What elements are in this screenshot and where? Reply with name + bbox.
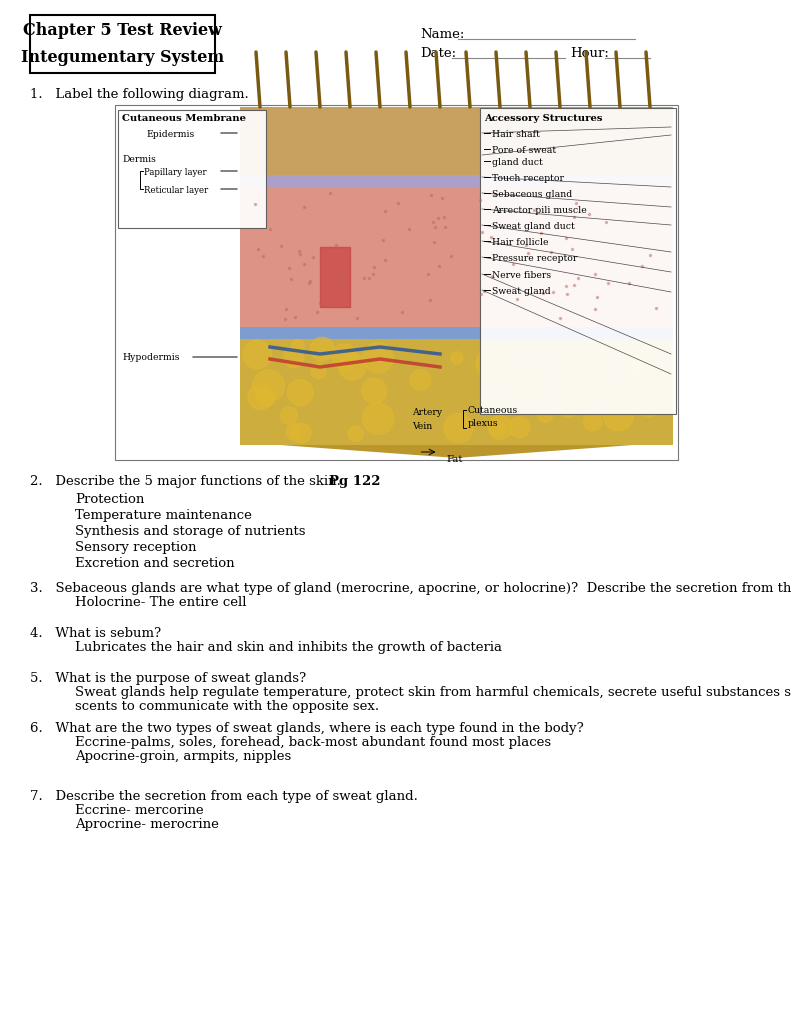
Text: gland duct: gland duct (492, 158, 543, 167)
Circle shape (339, 353, 365, 380)
Circle shape (630, 359, 644, 375)
Text: Hour:: Hour: (570, 47, 609, 60)
Text: Synthesis and storage of nutrients: Synthesis and storage of nutrients (75, 525, 305, 538)
Circle shape (243, 340, 271, 369)
Circle shape (252, 370, 285, 401)
Circle shape (361, 378, 387, 403)
Text: Aprocrine- merocrine: Aprocrine- merocrine (75, 818, 219, 831)
Circle shape (291, 423, 311, 443)
Polygon shape (280, 445, 633, 458)
Circle shape (280, 408, 297, 424)
Text: Cutaneous Membrane: Cutaneous Membrane (122, 114, 246, 123)
Text: Sensory reception: Sensory reception (75, 541, 196, 554)
Text: Chapter 5 Test Review
Integumentary System: Chapter 5 Test Review Integumentary Syst… (21, 23, 224, 66)
Polygon shape (240, 327, 673, 339)
Text: Lubricates the hair and skin and inhibits the growth of bacteria: Lubricates the hair and skin and inhibit… (75, 641, 502, 654)
Text: Reticular layer: Reticular layer (144, 186, 208, 195)
Circle shape (585, 351, 601, 367)
Text: 2.   Describe the 5 major functions of the skin.: 2. Describe the 5 major functions of the… (30, 475, 345, 488)
Text: Sweat glands help regulate temperature, protect skin from harmful chemicals, sec: Sweat glands help regulate temperature, … (75, 686, 791, 699)
Text: 5.   What is the purpose of sweat glands?: 5. What is the purpose of sweat glands? (30, 672, 306, 685)
Text: Apocrine-groin, armpits, nipples: Apocrine-groin, armpits, nipples (75, 750, 291, 763)
Circle shape (287, 380, 313, 406)
Circle shape (362, 402, 394, 434)
Circle shape (363, 343, 393, 373)
Text: Date:: Date: (420, 47, 456, 60)
Text: 3.   Sebaceous glands are what type of gland (merocrine, apocrine, or holocrine): 3. Sebaceous glands are what type of gla… (30, 582, 791, 595)
Text: Nerve fibers: Nerve fibers (492, 271, 551, 280)
Text: Dermis: Dermis (122, 155, 156, 164)
Circle shape (522, 373, 540, 391)
Circle shape (348, 426, 363, 441)
Circle shape (509, 417, 530, 438)
Bar (118, 110, 266, 228)
Text: Artery: Artery (412, 408, 442, 417)
Text: 7.   Describe the secretion from each type of sweat gland.: 7. Describe the secretion from each type… (30, 790, 418, 803)
Circle shape (283, 347, 304, 368)
Circle shape (584, 413, 602, 431)
Polygon shape (240, 175, 673, 187)
Polygon shape (240, 106, 673, 175)
Text: Sweat gland duct: Sweat gland duct (492, 222, 575, 231)
Text: Hair shaft: Hair shaft (492, 130, 540, 139)
Circle shape (490, 420, 505, 436)
Text: scents to communicate with the opposite sex.: scents to communicate with the opposite … (75, 700, 379, 713)
Circle shape (248, 385, 273, 410)
Text: Arrector pili muscle: Arrector pili muscle (492, 206, 587, 215)
Circle shape (291, 340, 305, 352)
Text: Name:: Name: (420, 28, 464, 41)
Circle shape (310, 337, 334, 361)
Circle shape (581, 347, 594, 360)
Bar (480, 108, 676, 414)
Text: Protection: Protection (75, 493, 145, 506)
Circle shape (476, 349, 504, 377)
Text: Hair follicle: Hair follicle (492, 238, 548, 247)
Text: 1.   Label the following diagram.: 1. Label the following diagram. (30, 88, 248, 101)
Text: Papillary layer: Papillary layer (144, 168, 206, 177)
Circle shape (488, 416, 513, 439)
Text: Accessory Structures: Accessory Structures (484, 114, 603, 123)
Text: Holocrine- The entire cell: Holocrine- The entire cell (75, 596, 247, 609)
Text: plexus: plexus (468, 419, 498, 428)
Circle shape (569, 375, 596, 402)
Circle shape (410, 370, 430, 390)
Text: Epidermis: Epidermis (146, 130, 195, 139)
Text: Pore of sweat: Pore of sweat (492, 146, 556, 155)
Circle shape (311, 364, 326, 379)
Circle shape (630, 356, 660, 387)
Circle shape (444, 414, 473, 442)
Circle shape (604, 401, 633, 431)
Circle shape (481, 344, 509, 373)
Text: Touch receptor: Touch receptor (492, 174, 564, 183)
Circle shape (559, 397, 578, 417)
Circle shape (568, 355, 590, 378)
Text: 4.   What is sebum?: 4. What is sebum? (30, 627, 161, 640)
Text: Eccrine-palms, soles, forehead, back-most abundant found most places: Eccrine-palms, soles, forehead, back-mos… (75, 736, 551, 749)
Bar (115, 105, 678, 460)
Circle shape (610, 385, 628, 403)
Text: Temperature maintenance: Temperature maintenance (75, 509, 252, 522)
Text: 6.   What are the two types of sweat glands, where is each type found in the bod: 6. What are the two types of sweat gland… (30, 722, 584, 735)
FancyBboxPatch shape (30, 15, 215, 73)
Polygon shape (240, 187, 673, 327)
Circle shape (332, 344, 358, 370)
Text: Pressure receptor: Pressure receptor (492, 254, 577, 263)
Circle shape (538, 408, 553, 422)
Circle shape (634, 386, 664, 417)
Text: Eccrine- mercorine: Eccrine- mercorine (75, 804, 203, 817)
Circle shape (632, 360, 655, 383)
Text: Cutaneous: Cutaneous (468, 406, 518, 415)
Polygon shape (240, 339, 673, 445)
Text: Hypodermis: Hypodermis (122, 353, 180, 362)
Text: Sweat gland: Sweat gland (492, 287, 551, 296)
Text: Sebaceous gland: Sebaceous gland (492, 190, 572, 199)
Circle shape (451, 351, 463, 364)
Circle shape (255, 387, 275, 407)
Text: Vein: Vein (412, 422, 432, 431)
Text: Excretion and secretion: Excretion and secretion (75, 557, 235, 570)
Text: Pg 122: Pg 122 (329, 475, 380, 488)
Circle shape (286, 424, 303, 440)
Text: Fat: Fat (446, 455, 463, 464)
